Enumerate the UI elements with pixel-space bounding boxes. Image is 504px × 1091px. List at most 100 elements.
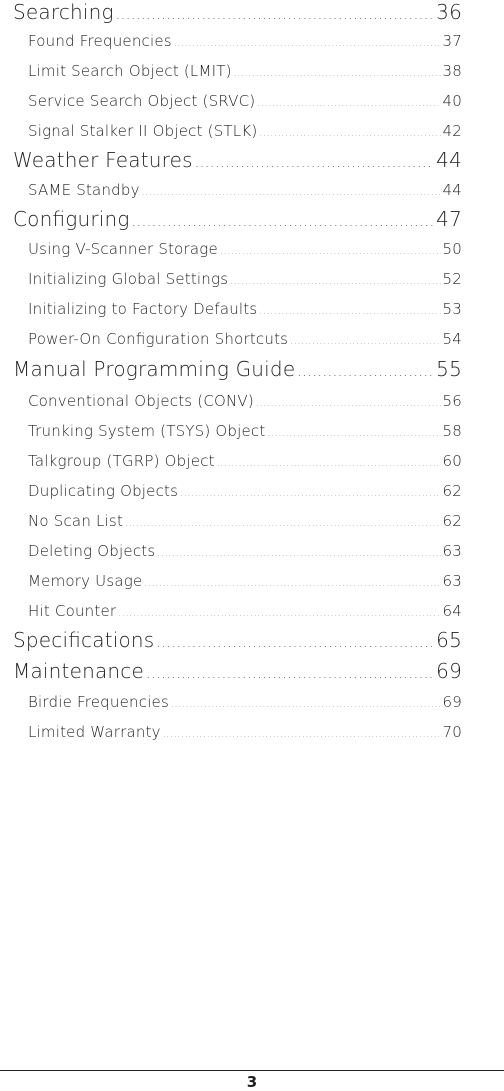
toc-entry-title: Service Search Object (SRVC) [28,92,256,110]
toc-entry-page: 44 [442,181,462,199]
toc-entry-title: Hit Counter [28,602,117,620]
toc-entry-manual-programming-guide: Manual Programming Guide 55 [13,357,462,381]
toc-entry-signal-stalker-object: Signal Stalker II Object (STLK) 42 [28,122,462,140]
toc-entry-page: 58 [442,422,462,440]
toc-entry-title: Duplicating Objects [28,482,179,500]
toc-entry-page: 47 [436,207,462,231]
dot-leader [259,300,440,318]
toc-entry-birdie-frequencies: Birdie Frequencies 69 [28,693,462,711]
toc-entry-page: 63 [442,572,462,590]
toc-entry-title: Initializing to Factory Defaults [28,300,258,318]
toc-entry-title: Limited Warranty [28,723,161,741]
toc-entry-page: 70 [442,723,462,741]
toc-entry-title: Deleting Objects [28,542,156,560]
dot-leader [144,572,440,590]
toc-entry-page: 69 [442,693,462,711]
toc-entry-title: Initializing Global Settings [28,270,229,288]
dot-leader [163,723,441,741]
dot-leader [132,207,435,231]
toc-entry-title: Weather Features [13,148,193,172]
dot-leader [174,32,441,50]
toc-entry-no-scan-list: No Scan List 62 [28,512,462,530]
toc-entry-page: 64 [442,602,462,620]
toc-entry-page: 40 [442,92,462,110]
toc-entry-title: Trunking System (TSYS) Object [28,422,266,440]
dot-leader [217,452,441,470]
dot-leader [195,148,434,172]
toc-entry-talkgroup-object: Talkgroup (TGRP) Object 60 [28,452,462,470]
dot-leader [267,422,440,440]
toc-entry-using-v-scanner-storage: Using V-Scanner Storage 50 [28,240,462,258]
dot-leader [180,482,440,500]
dot-leader [256,392,441,410]
dot-leader [290,330,440,348]
dot-leader [156,628,434,652]
toc-entry-title: Speciﬁcations [13,628,155,652]
toc-entry-configuring: Conﬁguring 47 [13,207,462,231]
toc-entry-title: Manual Programming Guide [13,357,296,381]
toc-entry-title: Signal Stalker II Object (STLK) [28,122,258,140]
toc-entry-title: Birdie Frequencies [28,693,170,711]
toc-entry-title: Conﬁguring [13,207,130,231]
toc-entry-page: 62 [442,512,462,530]
dot-leader [257,92,440,110]
toc-entry-page: 54 [442,330,462,348]
toc-entry-page: 37 [442,32,462,50]
toc-entry-page: 44 [436,148,462,172]
toc-entry-initializing-global-settings: Initializing Global Settings 52 [28,270,462,288]
toc-entry-page: 36 [436,0,462,24]
toc-entry-page: 60 [442,452,462,470]
toc-entry-service-search-object: Service Search Object (SRVC) 40 [28,92,462,110]
toc-entry-initializing-factory-defaults: Initializing to Factory Defaults 53 [28,300,462,318]
toc-entry-title: SAME Standby [28,181,140,199]
toc-entry-title: Searching [13,0,114,24]
toc-entry-same-standby: SAME Standby 44 [28,181,462,199]
toc-entry-page: 50 [442,240,462,258]
toc-entry-found-frequencies: Found Frequencies 37 [28,32,462,50]
toc-entry-page: 56 [442,392,462,410]
toc-entry-deleting-objects: Deleting Objects 63 [28,542,462,560]
toc-entry-maintenance: Maintenance 69 [13,659,462,683]
toc-entry-trunking-system-object: Trunking System (TSYS) Object 58 [28,422,462,440]
footer-divider [0,1070,504,1071]
toc-entry-memory-usage: Memory Usage 63 [28,572,462,590]
dot-leader [142,181,441,199]
toc-entry-specifications: Speciﬁcations 65 [13,628,462,652]
toc-entry-conventional-objects: Conventional Objects (CONV) 56 [28,392,462,410]
page-number: 3 [246,1073,258,1091]
toc-entry-title: Using V-Scanner Storage [28,240,218,258]
toc-entry-title: No Scan List [28,512,124,530]
dot-leader [297,357,434,381]
toc-entry-page: 38 [442,62,462,80]
toc-entry-page: 53 [442,300,462,318]
dot-leader [230,270,440,288]
toc-entry-page: 52 [442,270,462,288]
toc-entry-title: Power-On Conﬁguration Shortcuts [28,330,289,348]
dot-leader [171,693,440,711]
dot-leader [220,240,441,258]
toc-entry-limited-warranty: Limited Warranty 70 [28,723,462,741]
toc-entry-weather-features: Weather Features 44 [13,148,462,172]
toc-entry-limit-search-object: Limit Search Object (LMIT) 38 [28,62,462,80]
dot-leader [234,62,441,80]
toc-entry-power-on-configuration-shortcuts: Power-On Conﬁguration Shortcuts 54 [28,330,462,348]
dot-leader [118,602,440,620]
toc-entry-searching: Searching 36 [13,0,462,24]
toc-entry-hit-counter: Hit Counter 64 [28,602,462,620]
toc-entry-page: 69 [436,659,462,683]
toc-entry-title: Maintenance [13,659,144,683]
toc-entry-page: 55 [436,357,462,381]
dot-leader [125,512,440,530]
dot-leader [146,659,434,683]
toc-entry-title: Talkgroup (TGRP) Object [28,452,215,470]
toc-entry-title: Memory Usage [28,572,143,590]
toc-entry-page: 42 [442,122,462,140]
dot-leader [157,542,440,560]
toc-entry-page: 65 [436,628,462,652]
dot-leader [116,0,434,24]
toc-entry-page: 62 [442,482,462,500]
dot-leader [259,122,440,140]
toc-entry-title: Conventional Objects (CONV) [28,392,254,410]
toc-entry-page: 63 [442,542,462,560]
toc-entry-duplicating-objects: Duplicating Objects 62 [28,482,462,500]
